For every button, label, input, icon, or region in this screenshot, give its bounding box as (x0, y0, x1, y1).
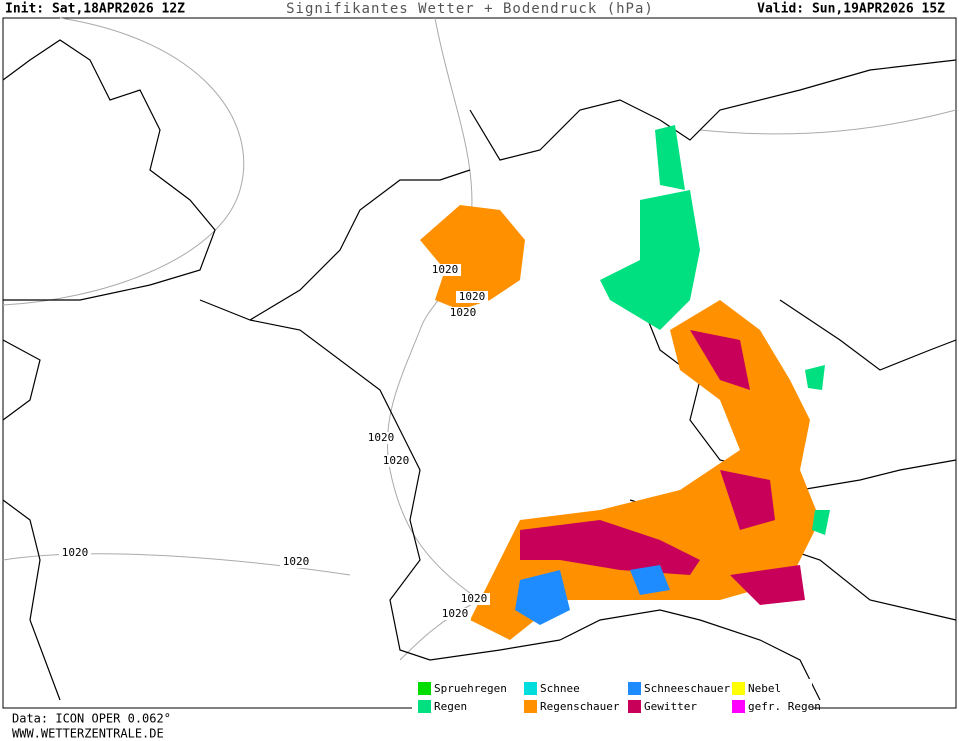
legend-swatch (418, 682, 431, 695)
isobar-label-bg (380, 455, 412, 467)
rain-area (805, 365, 825, 390)
border (559, 609, 821, 701)
legend-label: gefr. Regen (748, 700, 821, 713)
rain-area (812, 510, 830, 535)
legend-swatch (524, 700, 537, 713)
isobar-label-bg (458, 593, 490, 605)
isobar-label-bg (280, 556, 312, 568)
legend-bg (412, 679, 812, 715)
site-url: WWW.WETTERZENTRALE.DE (12, 727, 164, 741)
isobar (2, 553, 351, 576)
legend-swatch (628, 700, 641, 713)
isobar-label-bg (429, 264, 461, 276)
legend-swatch (628, 682, 641, 695)
legend-label: Nebel (748, 682, 781, 695)
legend-swatch (524, 682, 537, 695)
legend-swatch (418, 700, 431, 713)
isobar (699, 109, 957, 135)
rain-area (600, 190, 700, 330)
isobar-label: 1020 (383, 454, 410, 467)
isobar-label-bg (447, 307, 479, 319)
data-source: Data: ICON OPER 0.062° (12, 712, 171, 726)
shower-area (420, 205, 525, 310)
legend-label: Regenschauer (540, 700, 620, 713)
legend-swatch (732, 700, 745, 713)
snow-shower-area (630, 565, 670, 595)
isobar-label: 1020 (461, 592, 488, 605)
precipitation (420, 125, 830, 640)
isobar-label-bg (365, 432, 397, 444)
isobar-label: 1020 (368, 431, 395, 444)
thunder-area (730, 565, 805, 605)
snow-shower-area (515, 570, 570, 625)
valid-time: Valid: Sun,19APR2026 15Z (757, 2, 945, 17)
isobar-label-bg (439, 608, 471, 620)
legend-label: Schneeschauer (644, 682, 730, 695)
isobar-label: 1020 (442, 607, 469, 620)
coastline (2, 499, 61, 701)
legend-label: Gewitter (644, 700, 697, 713)
legend-label: Spruehregen (434, 682, 507, 695)
coastline (469, 59, 957, 161)
isobar-label: 1020 (283, 555, 310, 568)
coastline (199, 169, 471, 321)
legend-swatch (732, 682, 745, 695)
rain-area (655, 125, 685, 190)
thunder-area (720, 470, 775, 530)
thunder-area (520, 520, 700, 575)
isobar-label: 1020 (459, 290, 486, 303)
isobar-label-bg (59, 547, 91, 559)
coastline (2, 39, 216, 301)
border (249, 319, 561, 661)
coastline (2, 339, 41, 421)
border (779, 299, 957, 371)
legend-label: Schnee (540, 682, 580, 695)
init-time: Init: Sat,18APR2026 12Z (5, 2, 185, 17)
isobar-label-bg (456, 291, 488, 303)
isobar-label: 1020 (432, 263, 459, 276)
map-title: Signifikantes Wetter + Bodendruck (hPa) (286, 1, 654, 17)
thunder-area (690, 330, 750, 390)
isobar-label: 1020 (62, 546, 89, 559)
legend-label: Regen (434, 700, 467, 713)
isobar-label: 1020 (450, 306, 477, 319)
isobar (2, 17, 245, 306)
